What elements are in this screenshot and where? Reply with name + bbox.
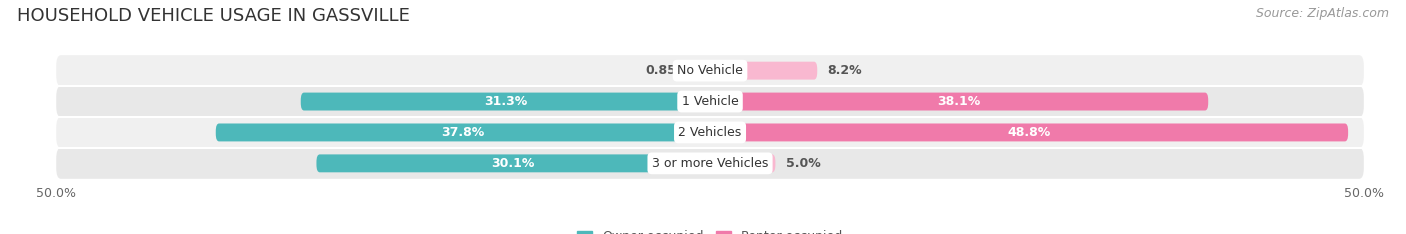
Text: Source: ZipAtlas.com: Source: ZipAtlas.com (1256, 7, 1389, 20)
Text: 31.3%: 31.3% (484, 95, 527, 108)
FancyBboxPatch shape (710, 62, 817, 80)
FancyBboxPatch shape (56, 117, 1364, 148)
FancyBboxPatch shape (699, 62, 710, 80)
FancyBboxPatch shape (710, 124, 1348, 141)
FancyBboxPatch shape (56, 55, 1364, 86)
Text: 5.0%: 5.0% (786, 157, 821, 170)
Text: No Vehicle: No Vehicle (678, 64, 742, 77)
FancyBboxPatch shape (215, 124, 710, 141)
FancyBboxPatch shape (710, 154, 776, 172)
Text: 2 Vehicles: 2 Vehicles (679, 126, 741, 139)
FancyBboxPatch shape (710, 93, 1208, 110)
Text: HOUSEHOLD VEHICLE USAGE IN GASSVILLE: HOUSEHOLD VEHICLE USAGE IN GASSVILLE (17, 7, 409, 25)
FancyBboxPatch shape (316, 154, 710, 172)
Text: 37.8%: 37.8% (441, 126, 485, 139)
Text: 30.1%: 30.1% (492, 157, 534, 170)
Text: 0.85%: 0.85% (645, 64, 689, 77)
FancyBboxPatch shape (56, 86, 1364, 117)
Text: 8.2%: 8.2% (828, 64, 862, 77)
Text: 38.1%: 38.1% (938, 95, 981, 108)
Text: 48.8%: 48.8% (1008, 126, 1050, 139)
FancyBboxPatch shape (301, 93, 710, 110)
Legend: Owner-occupied, Renter-occupied: Owner-occupied, Renter-occupied (572, 225, 848, 234)
Text: 3 or more Vehicles: 3 or more Vehicles (652, 157, 768, 170)
Text: 1 Vehicle: 1 Vehicle (682, 95, 738, 108)
FancyBboxPatch shape (56, 148, 1364, 179)
